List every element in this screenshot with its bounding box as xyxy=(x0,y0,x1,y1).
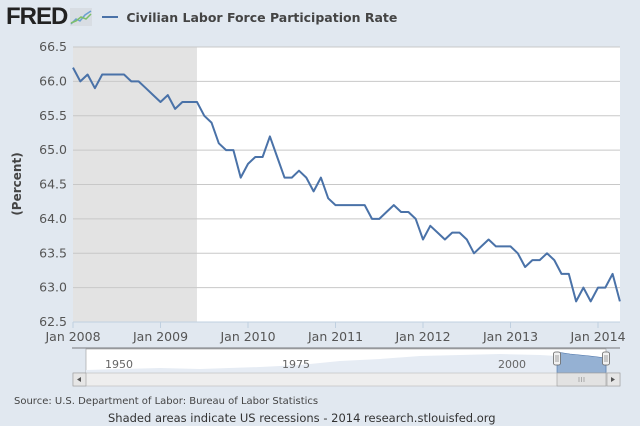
navigator-label: 1975 xyxy=(282,358,310,371)
chart-icon xyxy=(70,8,93,26)
y-tick-label: 65.5 xyxy=(39,108,67,123)
arrow-left-icon xyxy=(77,377,81,382)
scroll-right-button[interactable] xyxy=(606,372,621,387)
scroll-left-button[interactable] xyxy=(72,372,87,387)
y-tick-label: 64.5 xyxy=(39,177,67,192)
arrow-right-icon xyxy=(611,377,615,382)
x-tick-label: Jan 2013 xyxy=(482,329,538,344)
fred-logo: FRED xyxy=(6,3,68,30)
x-tick-label: Jan 2009 xyxy=(132,329,188,344)
navigator-series xyxy=(86,354,557,373)
navigator[interactable]: 1950 1975 2000 xyxy=(72,347,620,374)
x-tick-label: Jan 2008 xyxy=(44,329,100,344)
chart-header: FRED Civilian Labor Force Participation … xyxy=(6,3,397,30)
navigator-label: 2000 xyxy=(498,358,526,371)
chart-legend[interactable]: Civilian Labor Force Participation Rate xyxy=(102,10,397,25)
x-tick-label: Jan 2011 xyxy=(307,329,363,344)
y-tick-label: 64.0 xyxy=(39,211,67,226)
y-tick-label: 66.5 xyxy=(39,39,67,54)
x-tick-label: Jan 2010 xyxy=(219,329,275,344)
recession-note: Shaded areas indicate US recessions - 20… xyxy=(108,411,496,425)
legend-label: Civilian Labor Force Participation Rate xyxy=(126,9,398,25)
y-tick-label: 63.5 xyxy=(39,245,67,260)
source-note: Source: U.S. Department of Labor: Bureau… xyxy=(14,396,319,407)
y-tick-label: 63.0 xyxy=(39,280,67,295)
navigator-handle[interactable] xyxy=(602,351,610,366)
y-tick-label: 62.5 xyxy=(39,314,67,329)
y-tick-label: 65.0 xyxy=(39,142,67,157)
navigator-label: 1950 xyxy=(105,358,133,371)
scrollbar[interactable] xyxy=(72,372,621,387)
scroll-thumb[interactable] xyxy=(556,372,607,387)
x-tick-label: Jan 2012 xyxy=(394,329,450,344)
navigator-handle[interactable] xyxy=(553,351,561,366)
x-tick-label: Jan 2014 xyxy=(569,329,625,344)
series-line[interactable] xyxy=(72,67,621,303)
y-axis-label: (Percent) xyxy=(10,152,24,215)
y-tick-label: 66.0 xyxy=(39,73,67,88)
legend-swatch xyxy=(102,16,119,18)
